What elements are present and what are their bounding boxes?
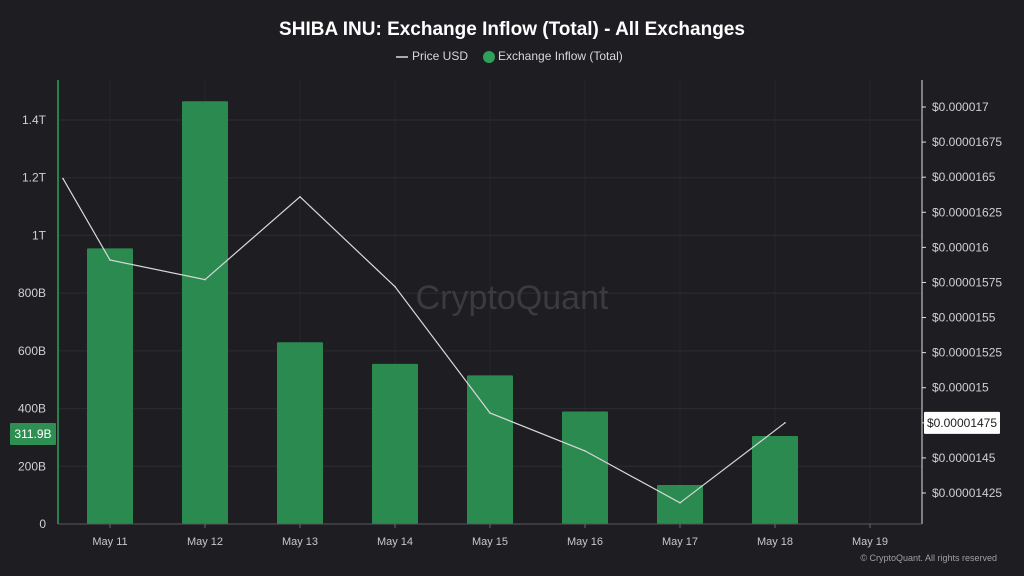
legend: Price USD Exchange Inflow (Total): [396, 49, 623, 63]
right-tick-label: $0.00001625: [932, 205, 1002, 219]
price-point: [62, 177, 64, 180]
x-tick-label: May 15: [472, 536, 508, 548]
left-tick-label: 1.4T: [22, 113, 47, 127]
copyright-text: © CryptoQuant. All rights reserved: [860, 553, 997, 563]
bars-layer: [87, 101, 798, 524]
price-line: [62, 178, 786, 504]
value-badges: 311.9B $0.00001475: [10, 411, 1000, 445]
chart-title: SHIBA INU: Exchange Inflow (Total) - All…: [279, 19, 745, 40]
x-tick-label: May 11: [92, 536, 127, 548]
left-value-badge-text: 311.9B: [14, 427, 51, 441]
price-point: [204, 278, 206, 281]
x-tick-label: May 18: [757, 536, 793, 548]
x-tick-label: May 19: [852, 536, 888, 548]
bar: [372, 363, 418, 524]
right-tick-label: $0.00001525: [932, 346, 1002, 360]
right-tick-label: $0.00001425: [932, 486, 1002, 500]
x-tick-label: May 14: [377, 536, 413, 548]
legend-inflow-label[interactable]: Exchange Inflow (Total): [498, 49, 623, 63]
bar: [182, 101, 228, 524]
price-point: [584, 450, 586, 452]
left-tick-label: 1T: [32, 228, 47, 242]
price-point: [299, 196, 301, 198]
legend-inflow-swatch: [483, 51, 495, 63]
watermark: CryptoQuant: [416, 279, 609, 317]
right-value-badge: [924, 411, 1000, 434]
right-tick-label: $0.00001675: [932, 135, 1002, 149]
bar: [467, 375, 513, 524]
bar: [562, 411, 608, 524]
bar: [752, 435, 798, 524]
right-tick-label: $0.00001575: [932, 275, 1002, 289]
x-tick-label: May 17: [662, 536, 698, 548]
right-tick-label: $0.000015: [932, 381, 989, 395]
right-tick-label: $0.0000165: [932, 170, 996, 184]
left-value-badge: [10, 422, 56, 445]
right-value-badge-text: $0.00001475: [927, 416, 997, 430]
x-tick-label: May 13: [282, 536, 318, 548]
left-tick-label: 400B: [18, 402, 46, 416]
right-tick-label: $0.0000145: [932, 451, 996, 465]
price-point: [679, 502, 681, 504]
bar: [277, 342, 323, 524]
right-tick-label: $0.000016: [932, 240, 989, 254]
left-tick-label: 1.2T: [22, 171, 47, 185]
right-tick-label: $0.000017: [932, 100, 989, 114]
left-tick-label: 800B: [18, 286, 46, 300]
tick-labels: 0 200B 400B 600B 800B 1T 1.2T 1.4T $0.00001425 $0…: [18, 100, 1002, 548]
bar: [87, 248, 133, 524]
legend-price-label[interactable]: Price USD: [412, 49, 468, 63]
price-point: [109, 259, 111, 261]
left-tick-label: 200B: [18, 459, 46, 473]
price-line-layer: [62, 177, 786, 504]
right-tick-label: $0.0000155: [932, 311, 996, 325]
price-point: [394, 285, 396, 288]
price-point: [784, 422, 786, 424]
left-tick-label: 0: [39, 517, 46, 531]
x-tick-label: May 12: [187, 536, 223, 548]
x-tick-label: May 16: [567, 536, 603, 548]
price-point: [489, 412, 491, 414]
axes-layer: [57, 80, 926, 528]
left-tick-label: 600B: [18, 344, 46, 358]
